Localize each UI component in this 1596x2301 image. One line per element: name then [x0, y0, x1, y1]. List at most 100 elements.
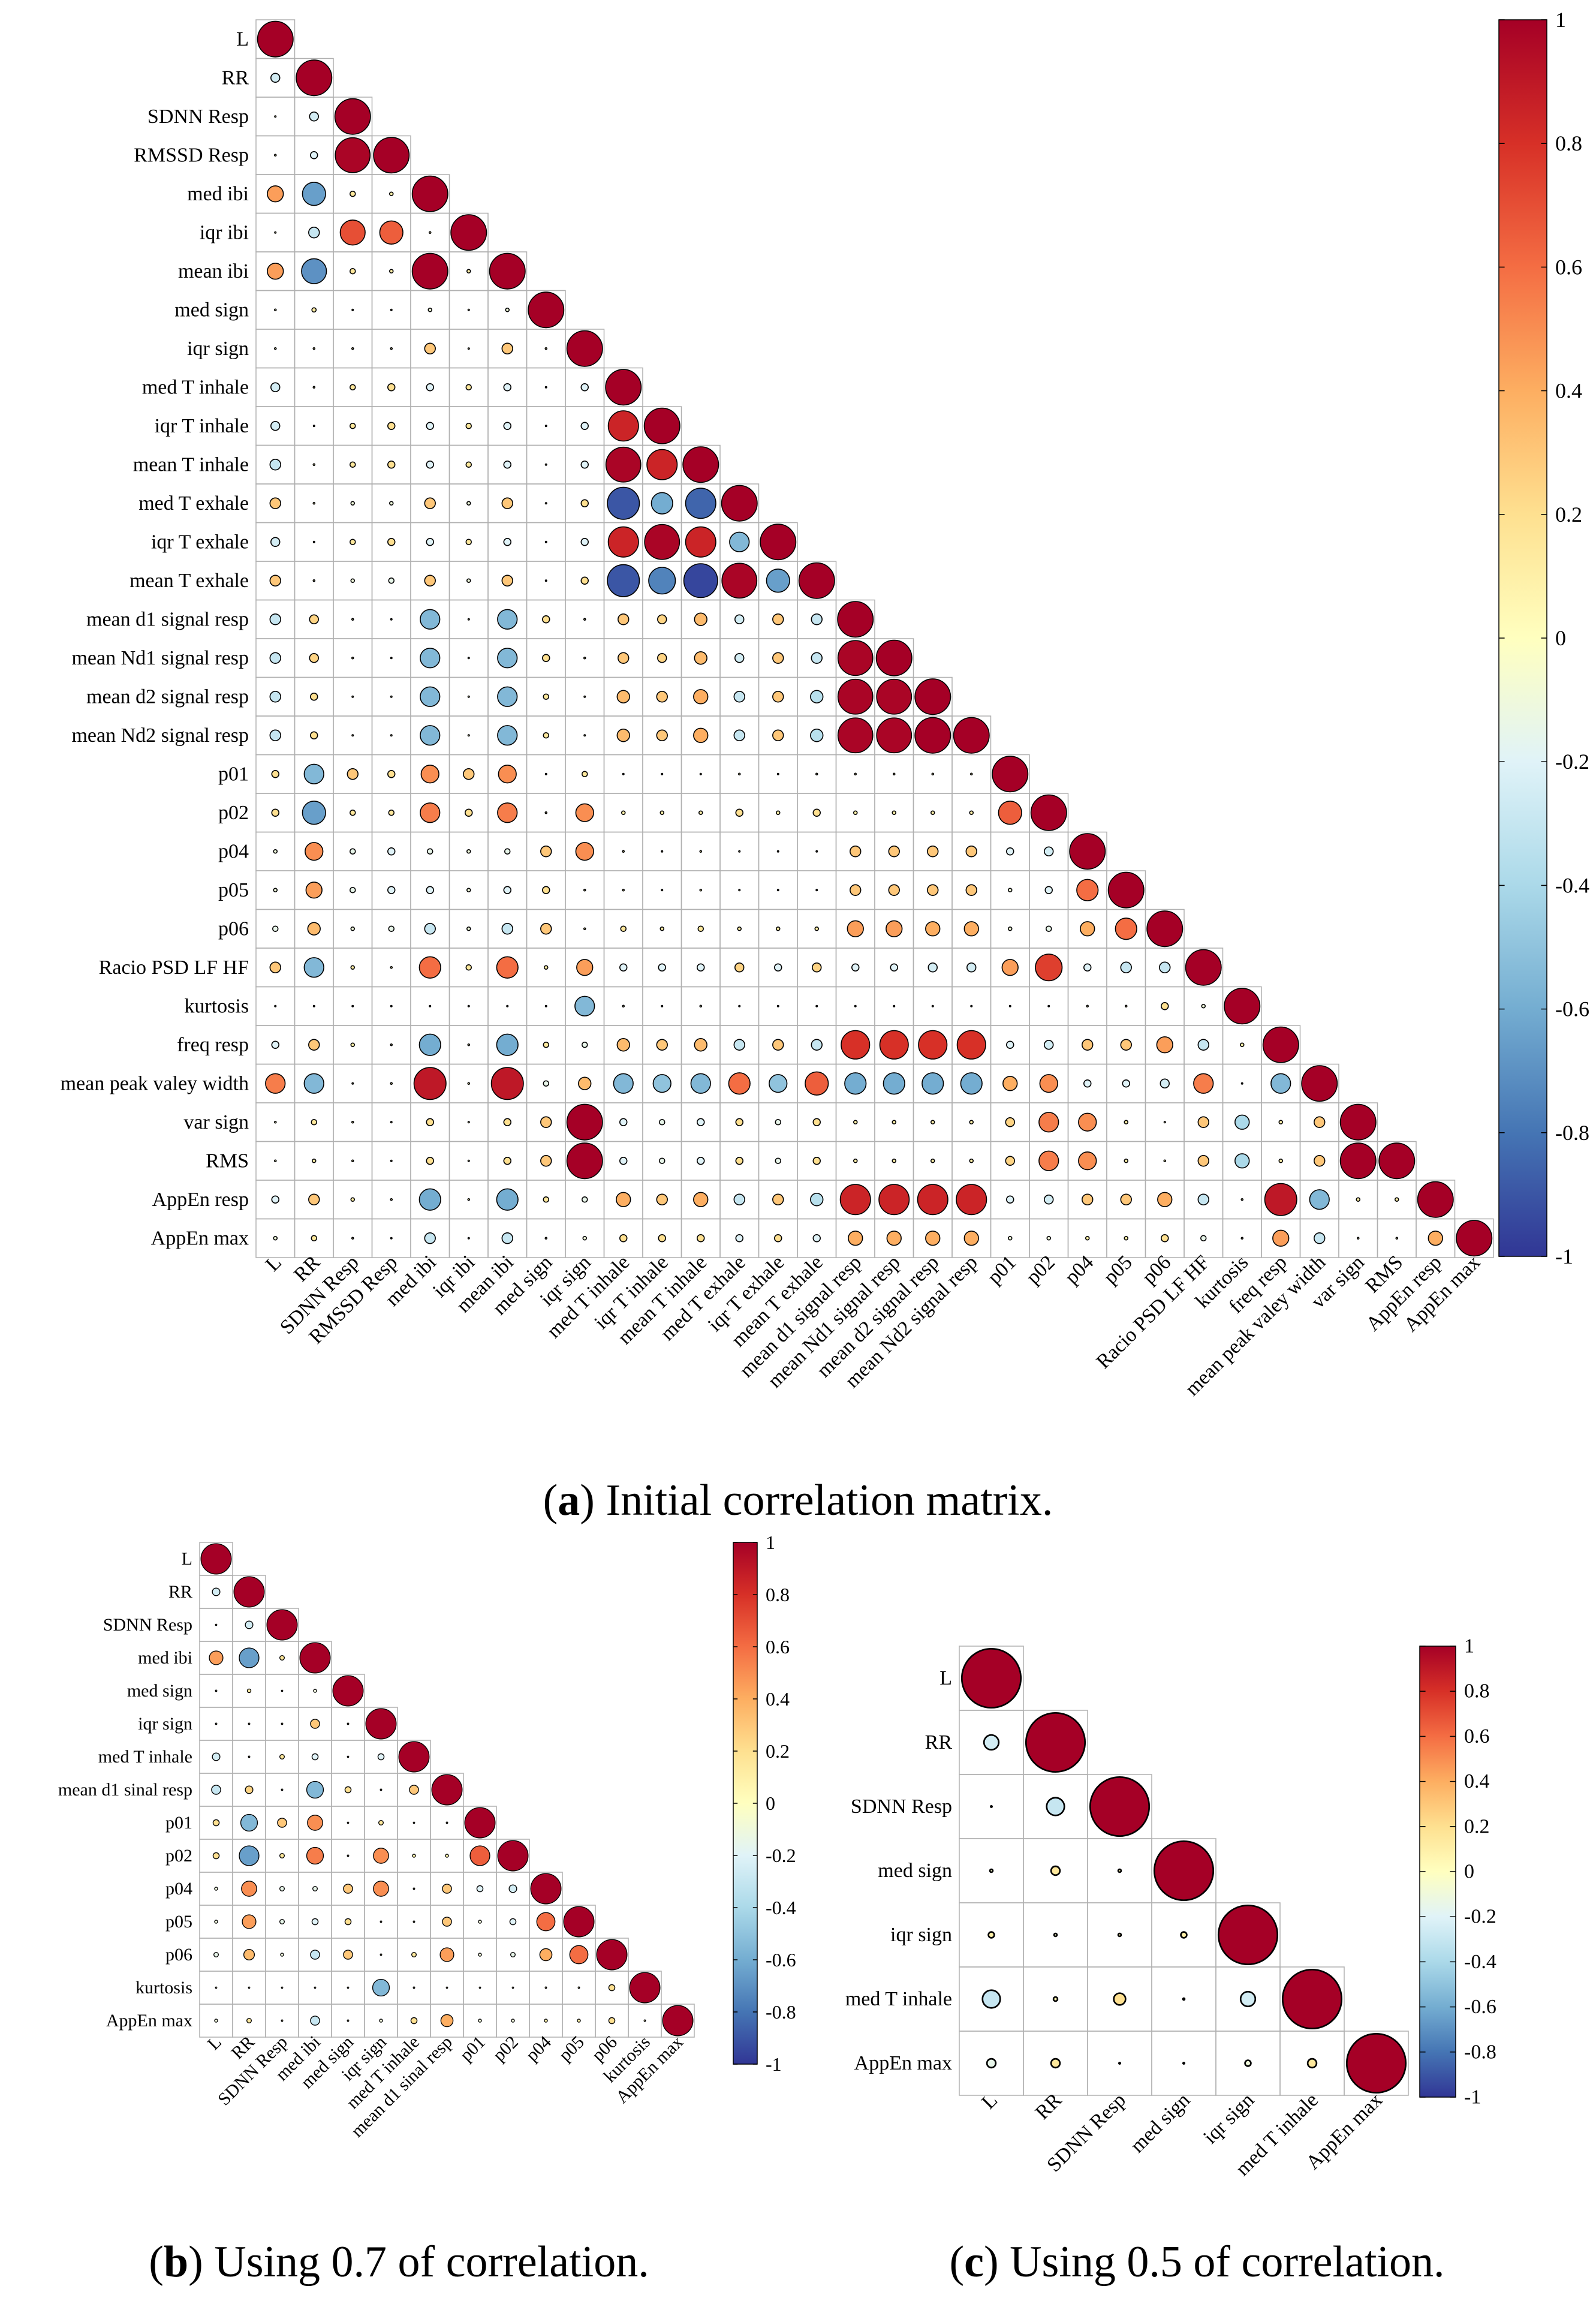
- corr-p04-mean-ibi: [504, 848, 511, 855]
- corr-mean-peak-valey-width-mean-ibi: [490, 1067, 524, 1100]
- corr-mean-nd2-signal-resp-mean-nd2-signal-resp: [953, 717, 990, 754]
- colorbar-tick-label: -0.6: [766, 1949, 796, 1971]
- corr-racio-psd-lf-hf-racio-psd-lf-hf: [1185, 949, 1222, 986]
- corr-med-t-inhale-sdnn-resp: [349, 384, 356, 391]
- corr-p05-med-t-inhale: [622, 888, 625, 892]
- corr-appen-max-freq-resp: [1272, 1229, 1290, 1247]
- corr-mean-t-exhale-iqr-t-inhale: [648, 567, 676, 595]
- corr-racio-psd-lf-hf-p05: [1120, 961, 1132, 973]
- corr-appen-max-iqr-t-inhale: [658, 1234, 666, 1243]
- corr-var-sign-mean-t-inhale: [697, 1118, 705, 1126]
- corr-med-t-exhale-iqr-ibi: [466, 501, 471, 506]
- corr-rms-iqr-ibi: [467, 1159, 470, 1162]
- corr-med-ibi-med-ibi: [411, 175, 448, 212]
- corr-p01-iqr-sign: [378, 1820, 384, 1825]
- corr-med-t-inhale-iqr-sign: [580, 383, 589, 392]
- corr-rms-iqr-t-inhale: [658, 1157, 665, 1165]
- corr-p06-med-t-inhale: [620, 925, 627, 933]
- corr-med-t-exhale-med-sign: [544, 502, 547, 505]
- row-label-p02: p02: [218, 802, 249, 824]
- row-label-kurtosis: kurtosis: [184, 995, 249, 1017]
- row-label-sdnn-resp: SDNN Resp: [147, 106, 249, 128]
- corr-mean-t-exhale-mean-t-inhale: [683, 563, 718, 598]
- corr-med-t-exhale-med-t-exhale: [721, 485, 758, 522]
- corr-kurtosis-p05: [1124, 1004, 1128, 1008]
- corr-p06-mean-ibi: [501, 923, 513, 935]
- corr-rms-sdnn-resp: [351, 1159, 354, 1163]
- corr-rmssd-resp-rmssd-resp: [373, 137, 410, 174]
- corr-p01-l: [212, 1819, 220, 1827]
- corr-p01-med-ibi: [307, 1815, 323, 1831]
- corr-kurtosis-mean-nd2-signal-resp: [970, 1004, 973, 1007]
- corr-mean-peak-valey-width-sdnn-resp: [351, 1082, 354, 1085]
- corr-p06-mean-t-exhale: [814, 926, 820, 931]
- corr-appen-resp-mean-nd1-signal-resp: [878, 1184, 910, 1216]
- corr-appen-max-p06: [608, 2017, 616, 2025]
- corr-p01-iqr-ibi: [463, 768, 475, 780]
- corr-appen-max-p01: [478, 2019, 482, 2023]
- corr-mean-peak-valey-width-mean-nd1-signal-resp: [883, 1072, 905, 1095]
- corr-p06-p02: [1045, 925, 1052, 933]
- corr-p06-iqr-t-inhale: [660, 926, 665, 931]
- corr-p01-med-ibi: [420, 765, 439, 784]
- corr-racio-psd-lf-hf-p02: [1035, 954, 1063, 982]
- corr-var-sign-p05: [1124, 1120, 1129, 1125]
- corr-p04-mean-t-exhale: [815, 850, 818, 853]
- corr-mean-peak-valey-width-p05: [1122, 1079, 1130, 1088]
- corr-appen-resp-med-t-inhale: [616, 1192, 631, 1207]
- corr-mean-t-exhale-med-t-inhale: [607, 564, 640, 597]
- corr-rms-l: [273, 1159, 277, 1163]
- corr-p05-mean-d1-sinal-resp: [442, 1917, 452, 1927]
- corr-freq-resp-p06: [1156, 1036, 1173, 1054]
- corr-kurtosis-p01: [478, 1986, 481, 1989]
- corr-mean-d2-signal-resp-iqr-ibi: [467, 695, 470, 698]
- corr-kurtosis-sdnn-resp: [351, 1004, 354, 1007]
- corr-var-sign-racio-psd-lf-hf: [1197, 1116, 1209, 1128]
- corr-med-t-exhale-sdnn-resp: [350, 501, 356, 506]
- matrix-cells: [959, 1646, 1409, 2096]
- corr-p06-p04: [539, 1948, 553, 1962]
- corr-rms-mean-peak-valey-width: [1314, 1155, 1326, 1167]
- row-label-mean-d2-signal-resp: mean d2 signal resp: [86, 685, 249, 708]
- corr-var-sign-rmssd-resp: [390, 1121, 393, 1124]
- corr-var-sign-sdnn-resp: [351, 1120, 354, 1124]
- corr-p01-mean-d2-signal-resp: [931, 772, 935, 776]
- corr-iqr-sign-med-sign: [347, 1722, 350, 1725]
- corr-mean-peak-valey-width-iqr-sign: [578, 1076, 592, 1090]
- row-label-med-t-inhale: med T inhale: [98, 1747, 192, 1767]
- colorbar-tick-label: 1: [766, 1532, 775, 1553]
- corr-appen-resp-med-sign: [543, 1196, 550, 1203]
- row-labels: L RR SDNN Resp med ibi med sign iqr sign med T…: [58, 1549, 192, 2031]
- corr-mean-d2-signal-resp-med-ibi: [420, 686, 441, 707]
- corr-p02-iqr-ibi: [465, 808, 473, 817]
- corr-freq-resp-p04: [1082, 1039, 1094, 1051]
- corr-rms-kurtosis: [1234, 1153, 1250, 1169]
- grid-cell: [1454, 1218, 1494, 1258]
- corr-iqr-t-exhale-iqr-t-inhale: [644, 524, 680, 560]
- corr-mean-d2-signal-resp-l: [269, 691, 281, 703]
- corr-freq-resp-iqr-t-exhale: [772, 1039, 784, 1051]
- corr-p05-sdnn-resp: [349, 886, 356, 894]
- col-label-p01: p01: [983, 1251, 1020, 1288]
- corr-sdnn-resp-sdnn-resp: [1089, 1776, 1151, 1837]
- row-label-med-sign: med sign: [878, 1860, 952, 1882]
- corr-mean-t-exhale-iqr-t-exhale: [766, 569, 790, 593]
- corr-p04-mean-d1-sinal-resp: [442, 1884, 452, 1894]
- corr-iqr-t-inhale-med-ibi: [426, 422, 434, 430]
- corr-p04-iqr-ibi: [466, 849, 471, 854]
- corr-p02-iqr-t-inhale: [660, 810, 665, 816]
- corr-appen-max-iqr-sign: [1244, 2059, 1252, 2067]
- corr-med-sign-l: [215, 1689, 218, 1692]
- corr-appen-max-sdnn-resp: [351, 1237, 354, 1240]
- corr-p05-mean-nd2-signal-resp: [965, 884, 977, 896]
- corr-med-t-exhale-med-ibi: [424, 497, 436, 509]
- corr-p02-p01: [998, 801, 1022, 825]
- corr-p04-med-ibi: [312, 1886, 318, 1891]
- corr-mean-nd1-signal-resp-mean-ibi: [497, 648, 518, 669]
- col-label-p05: p05: [1100, 1251, 1137, 1288]
- corr-med-sign-sdnn-resp: [351, 308, 354, 311]
- corr-mean-t-inhale-iqr-sign: [580, 461, 589, 469]
- corr-kurtosis-sdnn-resp: [281, 1986, 284, 1989]
- row-labels: L RR SDNN Resp med sign iqr sign med T inhale…: [845, 1667, 952, 2074]
- row-label-rms: RMS: [206, 1150, 249, 1172]
